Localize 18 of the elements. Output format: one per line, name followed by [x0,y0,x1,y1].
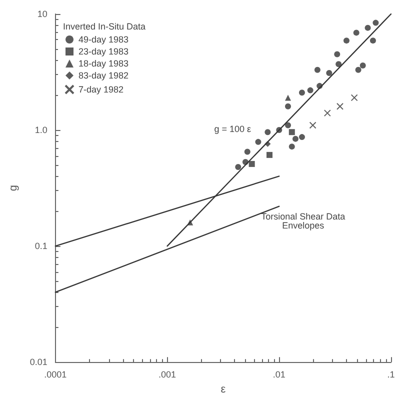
legend-label: 7-day 1982 [78,84,124,94]
x-axis-title: ε [220,384,226,396]
y-tick-label: 0.1 [34,241,48,252]
x-tick-label: .1 [387,370,395,380]
y-tick-label: 10 [37,9,48,19]
y-tick-label: 1.0 [34,125,48,136]
annotation: g = 100 ε [214,124,252,134]
legend-label: 49-day 1983 [78,34,129,44]
annotation: Torsional Shear Data Envelopes [261,212,346,231]
y-axis-title: g [8,184,20,192]
x-tick-label: .01 [272,370,286,380]
legend-label: 23-day 1983 [78,46,129,56]
y-tick-label: 0.01 [30,357,48,368]
legend-label: 83-day 1982 [78,70,129,80]
x-tick-label: .0001 [44,370,67,380]
x-tick-label: .001 [158,370,176,380]
legend-title: Inverted In-Situ Data [63,22,146,32]
legend-label: 18-day 1983 [78,58,129,68]
